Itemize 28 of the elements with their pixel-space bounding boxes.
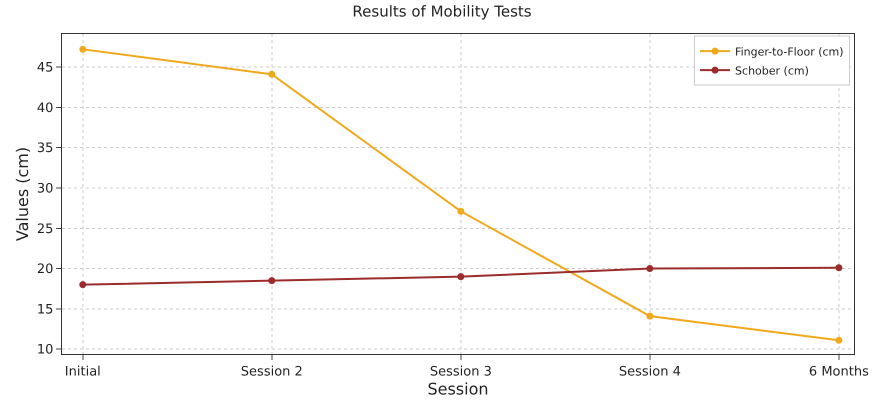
y-tick-label: 15 bbox=[36, 302, 54, 318]
point bbox=[79, 46, 86, 53]
x-tick-label: Session 2 bbox=[240, 364, 303, 380]
point bbox=[457, 208, 464, 215]
y-tick-label: 35 bbox=[36, 141, 54, 156]
y-tick-label: 45 bbox=[36, 60, 54, 76]
x-tick-label: Session 3 bbox=[430, 364, 492, 380]
point bbox=[79, 281, 86, 288]
y-tick-label: 20 bbox=[36, 262, 54, 278]
chart-title: Results of Mobility Tests bbox=[352, 2, 532, 21]
point bbox=[835, 336, 842, 344]
y-tick-label: 25 bbox=[36, 222, 54, 237]
y-tick-label: 30 bbox=[36, 182, 54, 196]
x-tick-label: 6 Months bbox=[808, 364, 870, 380]
x-tick-label: Session 4 bbox=[618, 364, 681, 380]
point bbox=[268, 70, 276, 78]
y-axis-title: Values (cm) bbox=[12, 146, 32, 242]
point bbox=[457, 273, 464, 280]
point bbox=[646, 312, 654, 320]
point bbox=[646, 265, 654, 272]
point bbox=[835, 264, 842, 272]
y-tick-label: 40 bbox=[36, 100, 54, 116]
x-axis-title: Session bbox=[427, 380, 489, 399]
legend-label: Schober (cm) bbox=[735, 64, 809, 78]
legend-label: Finger-to-Floor (cm) bbox=[735, 45, 844, 58]
x-tick-label: Initial bbox=[64, 364, 101, 380]
y-tick-label: 10 bbox=[36, 342, 54, 358]
point bbox=[268, 277, 276, 284]
